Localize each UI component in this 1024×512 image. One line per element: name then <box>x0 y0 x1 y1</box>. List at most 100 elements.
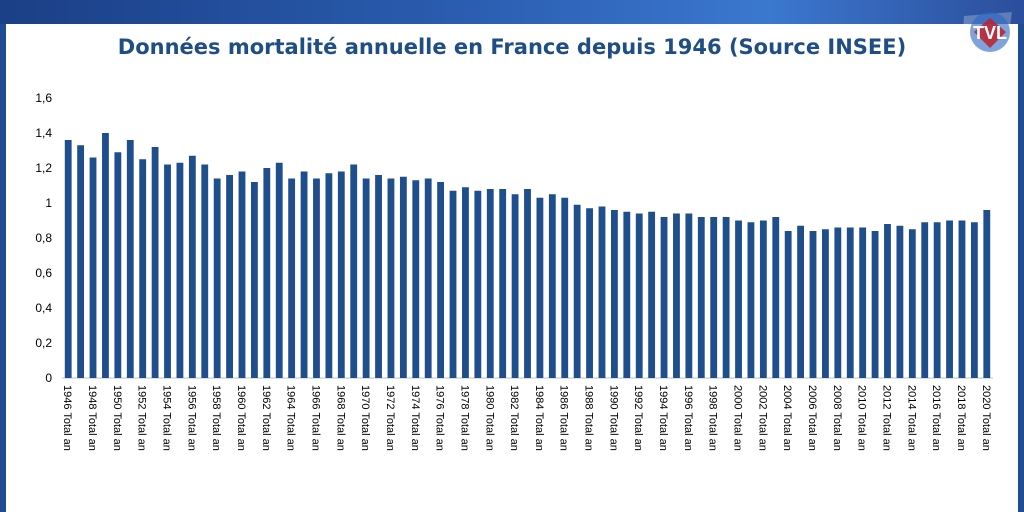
bar <box>213 178 221 378</box>
bar <box>536 197 544 378</box>
bar <box>846 227 854 378</box>
bar <box>884 224 891 378</box>
bar <box>399 176 407 378</box>
bar <box>275 162 283 378</box>
x-tick-label: 2012 Total an <box>880 385 892 451</box>
bar <box>325 173 333 378</box>
x-tick-label: 1952 Total an <box>136 385 148 451</box>
bar <box>524 189 531 378</box>
x-tick-label: 2008 Total an <box>831 385 843 451</box>
x-tick-label: 2020 Total an <box>980 385 992 451</box>
x-tick-label: 1972 Total an <box>384 385 396 451</box>
y-tick-label: 1,6 <box>35 91 52 105</box>
bar <box>151 147 159 378</box>
bar <box>834 227 842 378</box>
bar <box>908 229 916 378</box>
bar <box>412 180 420 378</box>
bar <box>809 231 817 378</box>
bar <box>561 197 569 378</box>
bar <box>573 204 581 378</box>
bar <box>921 222 929 378</box>
bar <box>797 225 805 378</box>
bar <box>983 210 991 378</box>
x-tick-label: 1956 Total an <box>185 385 197 451</box>
bar <box>449 190 457 378</box>
x-tick-label: 1962 Total an <box>260 385 272 451</box>
x-tick-label: 1966 Total an <box>309 385 321 451</box>
bar <box>375 175 382 378</box>
bar <box>176 162 184 378</box>
x-tick-label: 1990 Total an <box>607 385 619 451</box>
x-tick-label: 1964 Total an <box>285 385 297 451</box>
bar <box>697 217 705 378</box>
x-tick-label: 1982 Total an <box>508 385 520 451</box>
bar <box>300 171 308 378</box>
bar <box>64 140 72 378</box>
x-tick-label: 2010 Total an <box>856 385 868 451</box>
x-tick-label: 1998 Total an <box>707 385 719 451</box>
bar <box>89 157 97 378</box>
bar <box>250 182 258 378</box>
bar <box>288 178 296 378</box>
bar <box>226 175 233 378</box>
x-tick-label: 2016 Total an <box>930 385 942 451</box>
x-tick-label: 1958 Total an <box>210 385 222 451</box>
bar <box>139 159 147 378</box>
bar <box>474 190 482 378</box>
x-tick-label: 1948 Total an <box>86 385 98 451</box>
bar <box>735 220 742 378</box>
bar <box>772 217 780 378</box>
bar <box>164 164 171 378</box>
bar <box>350 164 358 378</box>
bar <box>648 211 656 378</box>
x-tick-label: 1980 Total an <box>483 385 495 451</box>
bar <box>424 178 432 378</box>
x-tick-label: 2014 Total an <box>905 385 917 451</box>
bar <box>188 155 196 378</box>
x-tick-label: 1954 Total an <box>161 385 173 451</box>
bar <box>660 217 668 378</box>
bar <box>462 187 469 378</box>
bar <box>722 217 730 378</box>
bar <box>548 194 556 378</box>
bar <box>958 220 966 378</box>
y-tick-label: 0,2 <box>35 336 52 350</box>
x-tick-label: 1960 Total an <box>235 385 247 451</box>
y-tick-label: 0 <box>45 371 52 385</box>
y-tick-label: 0,6 <box>35 266 52 280</box>
x-tick-label: 1970 Total an <box>359 385 371 451</box>
bar <box>387 178 395 378</box>
bar <box>337 171 345 378</box>
bar <box>635 213 643 378</box>
bar <box>586 208 593 378</box>
bar <box>77 145 85 378</box>
bar <box>673 213 680 378</box>
bar <box>896 225 904 378</box>
x-tick-label: 1996 Total an <box>682 385 694 451</box>
y-tick-label: 0,8 <box>35 231 52 245</box>
bar <box>362 178 370 378</box>
bar <box>970 222 978 378</box>
bar <box>933 222 941 378</box>
y-tick-label: 1 <box>45 196 52 210</box>
x-tick-label: 2000 Total an <box>732 385 744 451</box>
x-tick-label: 1946 Total an <box>61 385 73 451</box>
x-tick-label: 2004 Total an <box>781 385 793 451</box>
x-tick-label: 2002 Total an <box>756 385 768 451</box>
x-tick-label: 1968 Total an <box>334 385 346 451</box>
bar <box>598 206 606 378</box>
x-tick-label: 1984 Total an <box>533 385 545 451</box>
bar <box>511 194 519 378</box>
top-banner <box>0 0 1024 24</box>
bar <box>313 178 320 378</box>
x-tick-label: 1976 Total an <box>434 385 446 451</box>
x-tick-label: 2018 Total an <box>955 385 967 451</box>
tvl-logo-icon: TVL <box>962 12 1012 54</box>
y-tick-label: 1,2 <box>35 161 52 175</box>
y-tick-label: 0,4 <box>35 301 52 315</box>
x-tick-label: 1950 Total an <box>111 385 123 451</box>
bar <box>747 222 755 378</box>
bar <box>437 182 445 378</box>
x-tick-label: 2006 Total an <box>806 385 818 451</box>
